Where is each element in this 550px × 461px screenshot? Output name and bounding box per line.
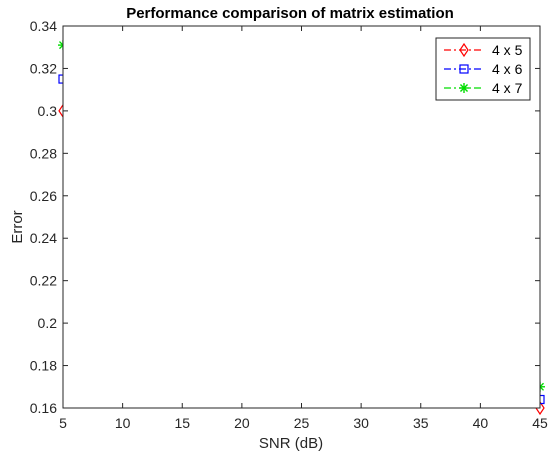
y-tick-label: 0.34 <box>30 18 57 34</box>
y-tick-label: 0.2 <box>38 315 58 331</box>
y-tick-label: 0.22 <box>30 273 57 289</box>
legend-marker <box>459 42 469 58</box>
legend-label: 4 x 5 <box>492 42 523 58</box>
y-tick-label: 0.32 <box>30 60 57 76</box>
x-tick-label: 10 <box>115 415 131 431</box>
x-tick-label: 45 <box>532 415 548 431</box>
y-axis-label: Error <box>9 210 26 243</box>
x-tick-label: 25 <box>294 415 310 431</box>
x-tick-label: 20 <box>234 415 250 431</box>
legend-box <box>435 37 531 101</box>
y-tick-label: 0.3 <box>38 103 58 119</box>
x-tick-label: 5 <box>59 415 67 431</box>
y-tick-label: 0.24 <box>30 230 57 246</box>
legend: 4 x 5 4 x 6 4 x 7 <box>435 37 531 101</box>
legend-label: 4 x 6 <box>492 61 523 77</box>
x-tick-label: 40 <box>473 415 489 431</box>
y-tick-label: 0.18 <box>30 358 57 374</box>
legend-marker <box>459 64 469 74</box>
chart-title: Performance comparison of matrix estimat… <box>126 5 454 22</box>
y-tick-label: 0.16 <box>30 400 57 416</box>
x-tick-label: 15 <box>174 415 190 431</box>
y-tick-label: 0.28 <box>30 145 57 161</box>
legend-label: 4 x 7 <box>492 80 523 96</box>
x-tick-label: 35 <box>413 415 429 431</box>
legend-marker <box>459 83 469 93</box>
x-axis-label: SNR (dB) <box>259 435 323 452</box>
x-tick-label: 30 <box>353 415 369 431</box>
y-tick-label: 0.26 <box>30 188 57 204</box>
